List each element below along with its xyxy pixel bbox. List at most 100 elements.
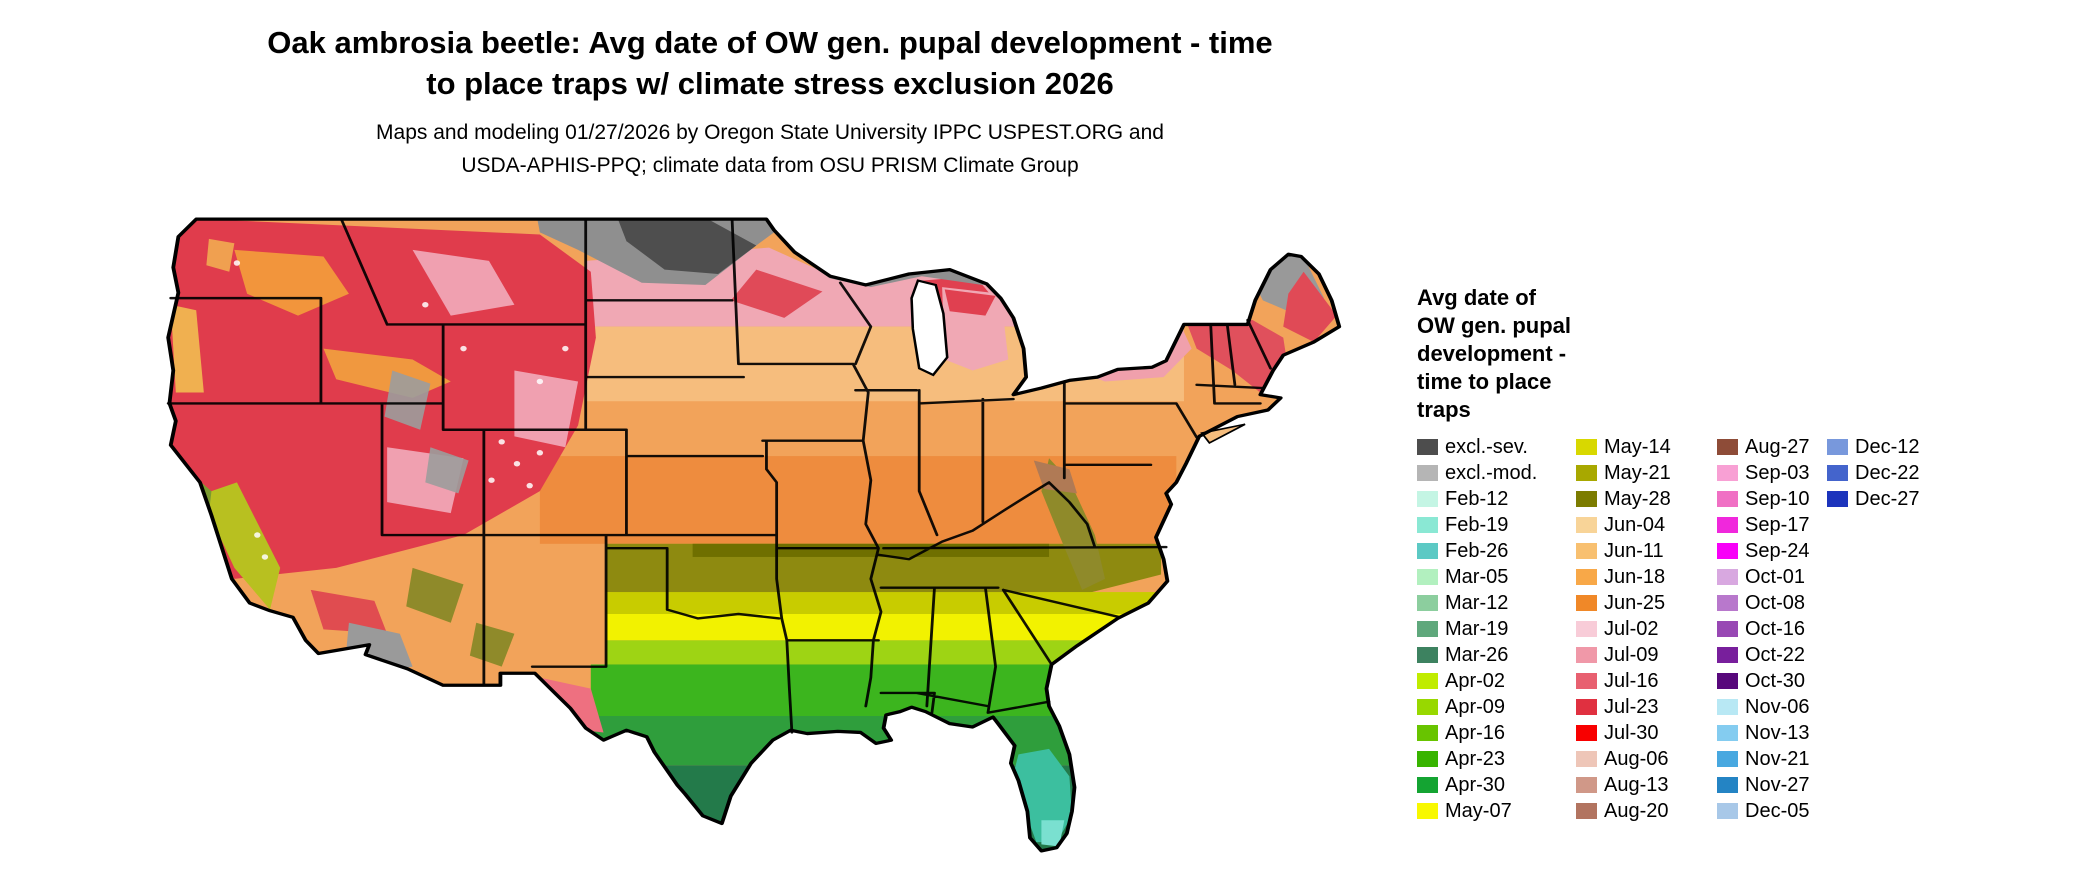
- legend-entry: Jul-16: [1576, 668, 1717, 694]
- legend-label: Mar-26: [1445, 643, 1509, 666]
- legend-swatch: [1717, 725, 1738, 741]
- legend-label: Feb-12: [1445, 487, 1509, 510]
- legend-swatch: [1717, 777, 1738, 793]
- region-nm-olive: [469, 622, 515, 667]
- legend-swatch: [1417, 491, 1438, 507]
- legend-title-line: traps: [1417, 397, 1471, 422]
- legend-entry: Aug-13: [1576, 772, 1717, 798]
- legend-swatch: [1827, 439, 1848, 455]
- legend-swatch: [1717, 491, 1738, 507]
- legend-column: excl.-sev. excl.-mod. Feb-12 Feb-19 Feb-26 Ma…: [1417, 434, 1576, 824]
- legend-label: Jun-04: [1604, 513, 1666, 536]
- legend-label: Oct-01: [1745, 565, 1806, 588]
- legend-label: Oct-08: [1745, 591, 1806, 614]
- region-band-yellow: [606, 614, 1167, 641]
- legend-label: Nov-21: [1745, 747, 1810, 770]
- legend-entry: Jun-04: [1576, 512, 1717, 538]
- region-puget-orange: [206, 238, 235, 272]
- region-band-dark-olive: [692, 543, 1050, 557]
- legend-label: Apr-02: [1445, 669, 1506, 692]
- legend-entry: Jun-18: [1576, 564, 1717, 590]
- legend-swatch: [1576, 595, 1597, 611]
- us-map: [158, 206, 1380, 886]
- legend-swatch: [1417, 595, 1438, 611]
- legend-swatch: [1717, 647, 1738, 663]
- legend-column: May-14 May-21 May-28 Jun-04 Jun-11 Jun-18 Jun-…: [1576, 434, 1717, 824]
- legend-label: Mar-19: [1445, 617, 1509, 640]
- legend-swatch: [1417, 647, 1438, 663]
- legend-label: Mar-05: [1445, 565, 1509, 588]
- region-willamette-orange: [170, 304, 204, 393]
- legend-entry: Sep-17: [1717, 512, 1827, 538]
- map-raster: [168, 219, 1340, 851]
- legend-swatch: [1417, 751, 1438, 767]
- legend-label: Jul-02: [1604, 617, 1659, 640]
- legend-entry: excl.-sev.: [1417, 434, 1576, 460]
- legend-entry: Mar-05: [1417, 564, 1576, 590]
- legend-swatch: [1417, 439, 1438, 455]
- legend-label: Dec-05: [1745, 799, 1810, 822]
- legend-label: Jun-25: [1604, 591, 1666, 614]
- legend: Avg date of OW gen. pupal development - tim…: [1417, 284, 2077, 824]
- legend-columns: excl.-sev. excl.-mod. Feb-12 Feb-19 Feb-26 Ma…: [1417, 434, 2077, 824]
- legend-entry: Aug-27: [1717, 434, 1827, 460]
- legend-swatch: [1717, 803, 1738, 819]
- legend-entry: Dec-22: [1827, 460, 1919, 486]
- legend-label: Apr-30: [1445, 773, 1506, 796]
- legend-entry: Nov-21: [1717, 746, 1827, 772]
- legend-label: Aug-20: [1604, 799, 1669, 822]
- legend-swatch: [1576, 621, 1597, 637]
- legend-swatch: [1417, 725, 1438, 741]
- region-florida-cyan-tip: [1041, 820, 1065, 847]
- map-subtitle-line1: Maps and modeling 01/27/2026 by Oregon S…: [376, 121, 1164, 144]
- legend-entry: Jul-02: [1576, 616, 1717, 642]
- legend-swatch: [1417, 777, 1438, 793]
- legend-entry: Sep-10: [1717, 486, 1827, 512]
- legend-label: Sep-17: [1745, 513, 1810, 536]
- legend-swatch: [1717, 621, 1738, 637]
- mountain-snow-specks: [233, 260, 569, 560]
- map-subtitle: Maps and modeling 01/27/2026 by Oregon S…: [0, 116, 1540, 182]
- legend-entry: Sep-03: [1717, 460, 1827, 486]
- legend-swatch: [1576, 569, 1597, 585]
- header: Oak ambrosia beetle: Avg date of OW gen.…: [0, 22, 1540, 182]
- legend-label: Jun-18: [1604, 565, 1666, 588]
- legend-swatch: [1827, 491, 1848, 507]
- legend-swatch: [1576, 517, 1597, 533]
- legend-entry: Nov-06: [1717, 694, 1827, 720]
- legend-entry: Mar-12: [1417, 590, 1576, 616]
- legend-label: Apr-09: [1445, 695, 1506, 718]
- legend-column: Aug-27 Sep-03 Sep-10 Sep-17 Sep-24 Oct-01 Oct-…: [1717, 434, 1827, 824]
- legend-label: Jul-30: [1604, 721, 1659, 744]
- legend-entry: Aug-20: [1576, 798, 1717, 824]
- legend-label: Nov-13: [1745, 721, 1810, 744]
- legend-label: Aug-27: [1745, 435, 1810, 458]
- legend-entry: May-28: [1576, 486, 1717, 512]
- legend-label: Jul-23: [1604, 695, 1659, 718]
- legend-swatch: [1576, 699, 1597, 715]
- legend-swatch: [1717, 673, 1738, 689]
- region-michigan-red: [944, 289, 996, 316]
- legend-swatch: [1576, 439, 1597, 455]
- legend-entry: Oct-30: [1717, 668, 1827, 694]
- legend-label: Dec-22: [1855, 461, 1920, 484]
- us-outline: [166, 217, 1342, 853]
- legend-label: Feb-19: [1445, 513, 1509, 536]
- legend-label: May-28: [1604, 487, 1671, 510]
- region-pink-montana: [412, 249, 515, 316]
- legend-entry: Apr-02: [1417, 668, 1576, 694]
- legend-title-line: OW gen. pupal: [1417, 313, 1571, 338]
- region-band-yellow-olive: [606, 592, 1167, 614]
- legend-swatch: [1717, 751, 1738, 767]
- legend-swatch: [1827, 465, 1848, 481]
- legend-entry: Sep-24: [1717, 538, 1827, 564]
- legend-label: excl.-mod.: [1445, 461, 1538, 484]
- map-subtitle-line2: USDA-APHIS-PPQ; climate data from OSU PR…: [461, 154, 1079, 177]
- lake-michigan: [910, 279, 949, 377]
- legend-swatch: [1417, 569, 1438, 585]
- region-maine-coast-red: [1283, 271, 1337, 342]
- legend-entry: Jun-11: [1576, 538, 1717, 564]
- map-title-line1: Oak ambrosia beetle: Avg date of OW gen.…: [267, 25, 1273, 60]
- region-gray-utah: [425, 447, 469, 494]
- legend-entry: Jul-30: [1576, 720, 1717, 746]
